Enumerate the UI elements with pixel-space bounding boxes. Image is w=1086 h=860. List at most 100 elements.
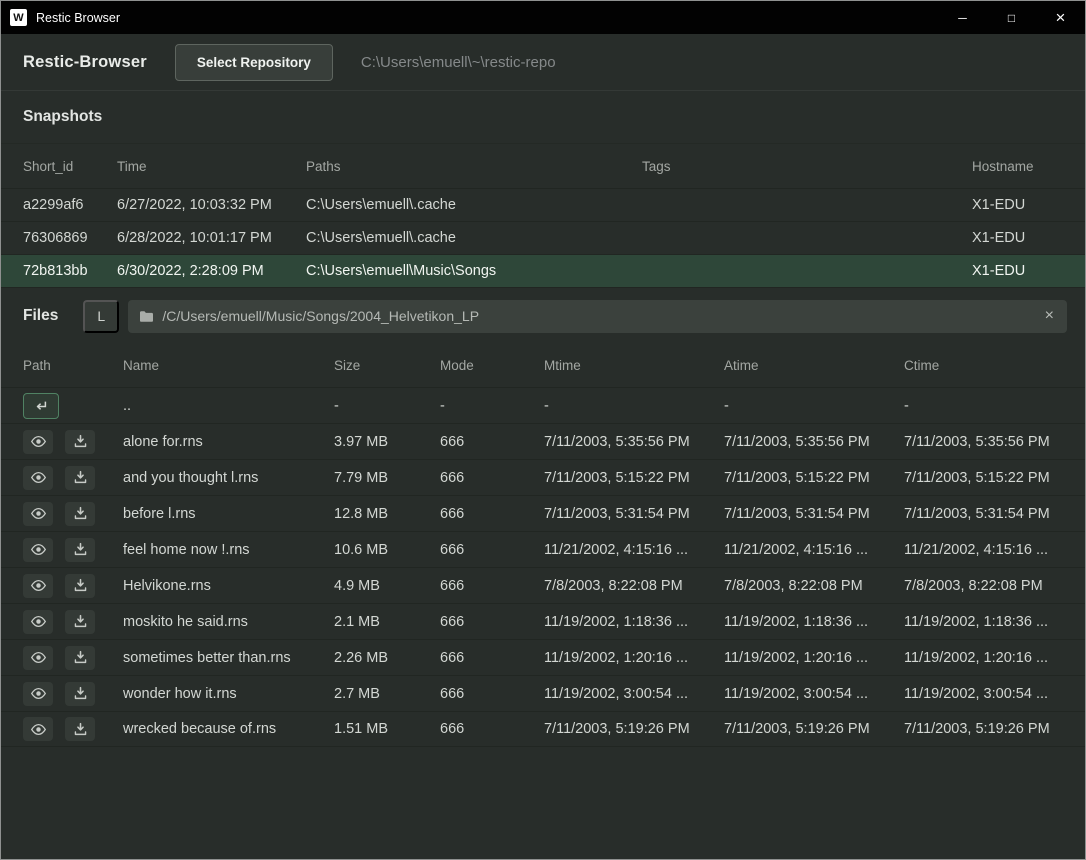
files-table-header: Path Name Size Mode Mtime Atime Ctime (1, 344, 1085, 387)
up-directory-icon (36, 401, 47, 410)
snapshot-row[interactable]: 76306869 6/28/2022, 10:01:17 PM C:\Users… (1, 221, 1085, 254)
preview-file-button[interactable] (23, 681, 53, 706)
window-controls: ─ □ × (938, 1, 1085, 34)
column-size: Size (334, 358, 361, 373)
file-atime: 11/19/2002, 1:18:36 ... (724, 613, 869, 630)
preview-file-button[interactable] (23, 537, 53, 562)
snapshot-time: 6/30/2022, 2:28:09 PM (117, 263, 264, 279)
snapshots-table-header: Short_id Time Paths Tags Hostname (1, 143, 1085, 188)
window-title: Restic Browser (36, 10, 121, 25)
file-ctime: 7/8/2003, 8:22:08 PM (904, 577, 1043, 594)
select-repository-button[interactable]: Select Repository (174, 43, 333, 81)
file-atime: 7/11/2003, 5:15:22 PM (724, 469, 870, 486)
download-icon (74, 614, 86, 628)
file-ctime: 7/11/2003, 5:31:54 PM (904, 505, 1050, 522)
file-size: 2.26 MB (334, 649, 388, 666)
file-name: feel home now !.rns (123, 541, 250, 558)
file-ctime: 11/19/2002, 1:18:36 ... (904, 613, 1049, 630)
up-directory-button[interactable] (23, 392, 59, 419)
download-icon (74, 506, 86, 520)
snapshot-row[interactable]: a2299af6 6/27/2022, 10:03:32 PM C:\Users… (1, 188, 1085, 221)
download-icon (74, 434, 86, 448)
app-title: Restic-Browser (23, 52, 147, 71)
snapshot-hostname: X1-EDU (972, 197, 1026, 213)
clear-path-button[interactable]: × (1044, 307, 1054, 324)
column-hostname: Hostname (972, 158, 1034, 174)
file-size: 2.7 MB (334, 685, 380, 702)
file-ctime: - (904, 397, 909, 414)
file-mtime: 7/11/2003, 5:19:26 PM (544, 721, 690, 737)
eye-icon (30, 471, 46, 484)
file-mode: 666 (440, 541, 465, 558)
snapshots-section-header: Snapshots (1, 91, 1085, 143)
file-atime: 11/21/2002, 4:15:16 ... (724, 541, 869, 558)
file-ctime: 11/19/2002, 1:20:16 ... (904, 649, 1049, 666)
preview-file-button[interactable] (23, 645, 53, 670)
repository-path: C:\Users\emuell\~\restic-repo (360, 53, 556, 71)
file-mode: 666 (440, 721, 465, 737)
column-tags: Tags (642, 158, 671, 174)
files-table: Path Name Size Mode Mtime Atime Ctime ..… (1, 344, 1085, 747)
download-file-button[interactable] (65, 609, 95, 634)
file-atime: - (724, 397, 729, 414)
file-mode: 666 (440, 577, 465, 594)
file-atime: 7/11/2003, 5:35:56 PM (724, 433, 870, 450)
file-name: wrecked because of.rns (123, 721, 277, 737)
snapshot-row-selected[interactable]: 72b813bb 6/30/2022, 2:28:09 PM C:\Users\… (1, 254, 1085, 287)
download-file-button[interactable] (65, 681, 95, 706)
file-actions (23, 681, 123, 706)
eye-icon (30, 651, 46, 664)
file-mode: 666 (440, 649, 465, 666)
eye-icon (30, 615, 46, 628)
file-size: 7.79 MB (334, 469, 388, 486)
file-row: sometimes better than.rns 2.26 MB 666 11… (1, 639, 1085, 675)
file-mtime: 7/11/2003, 5:31:54 PM (544, 505, 690, 522)
file-size: 4.9 MB (334, 577, 380, 594)
snapshot-paths: C:\Users\emuell\.cache (306, 197, 456, 213)
file-size: 3.97 MB (334, 433, 388, 450)
file-mode: 666 (440, 613, 465, 630)
file-ctime: 7/11/2003, 5:15:22 PM (904, 469, 1050, 486)
close-button[interactable]: × (1036, 1, 1085, 34)
download-file-button[interactable] (65, 465, 95, 490)
download-file-button[interactable] (65, 717, 95, 741)
list-view-button[interactable]: L (83, 299, 120, 333)
column-name: Name (123, 358, 160, 373)
download-file-button[interactable] (65, 501, 95, 526)
file-mode: 666 (440, 685, 465, 702)
download-file-button[interactable] (65, 645, 95, 670)
file-row: wonder how it.rns 2.7 MB 666 11/19/2002,… (1, 675, 1085, 711)
preview-file-button[interactable] (23, 573, 53, 598)
minimize-button[interactable]: ─ (938, 1, 987, 34)
file-name: sometimes better than.rns (123, 649, 291, 666)
file-atime: 11/19/2002, 1:20:16 ... (724, 649, 869, 666)
file-actions (23, 392, 123, 419)
preview-file-button[interactable] (23, 429, 53, 454)
file-size: - (334, 397, 339, 414)
download-file-button[interactable] (65, 429, 95, 454)
column-short-id: Short_id (23, 158, 74, 174)
file-mtime: 11/21/2002, 4:15:16 ... (544, 541, 689, 558)
file-size: 2.1 MB (334, 613, 380, 630)
eye-icon (30, 543, 46, 556)
files-path-input[interactable] (162, 308, 1043, 324)
file-name: .. (123, 397, 132, 414)
snapshot-short-id: a2299af6 (23, 197, 84, 213)
preview-file-button[interactable] (23, 717, 53, 741)
file-name: wonder how it.rns (123, 685, 237, 702)
preview-file-button[interactable] (23, 609, 53, 634)
file-actions (23, 645, 123, 670)
preview-file-button[interactable] (23, 501, 53, 526)
file-mode: - (440, 397, 445, 414)
folder-icon (140, 310, 154, 322)
column-path: Path (23, 358, 51, 373)
file-mtime: 7/11/2003, 5:35:56 PM (544, 433, 690, 450)
maximize-button[interactable]: □ (987, 1, 1036, 34)
download-file-button[interactable] (65, 537, 95, 562)
preview-file-button[interactable] (23, 465, 53, 490)
file-row: before l.rns 12.8 MB 666 7/11/2003, 5:31… (1, 495, 1085, 531)
download-file-button[interactable] (65, 573, 95, 598)
eye-icon (30, 687, 46, 700)
column-ctime: Ctime (904, 358, 940, 373)
snapshot-hostname: X1-EDU (972, 230, 1026, 246)
